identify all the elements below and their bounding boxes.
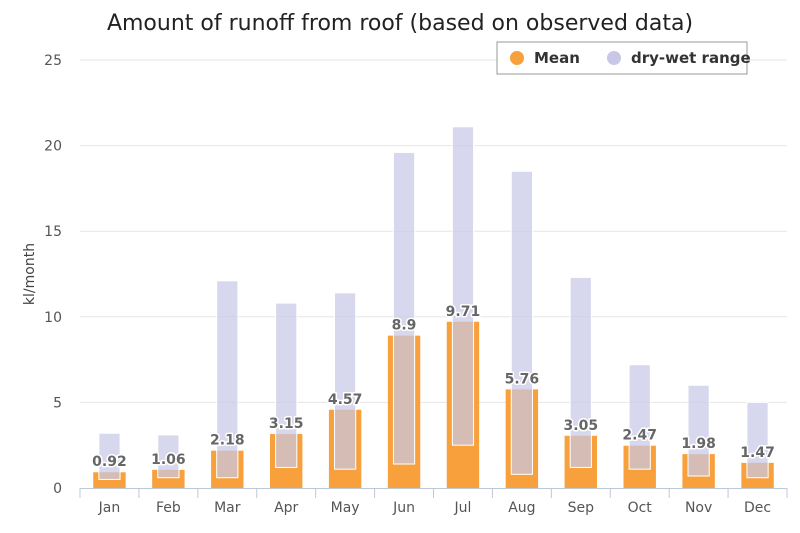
legend-mean-label[interactable]: Mean [534, 49, 580, 67]
mean-bars [93, 321, 774, 488]
range-bar-aug[interactable] [510, 170, 533, 475]
data-label-feb: 1.06 [151, 452, 186, 468]
x-axis: Jan Feb Mar Apr May Jun Jul Aug Sep Oct Nov Dec [79, 488, 788, 516]
y-tick-label: 5 [53, 395, 62, 411]
data-label-dec: 1.47 [740, 445, 775, 461]
data-labels: 0.92 1.06 2.18 3.15 4.57 8.9 9.71 5.76 3.05 2.47 1… [91, 302, 777, 471]
x-tick-label-nov: Nov [685, 500, 712, 516]
data-label-may: 4.57 [328, 392, 363, 408]
data-label-jun: 8.9 [392, 318, 417, 334]
range-bar-apr[interactable] [275, 302, 298, 468]
data-label-mar: 2.18 [210, 433, 245, 449]
chart-title: Amount of runoff from roof (based on obs… [107, 11, 693, 36]
x-tick-label-sep: Sep [568, 500, 595, 516]
y-axis-ticks: 0 5 10 15 20 25 [44, 53, 62, 497]
range-bars [98, 126, 769, 480]
x-tick-label-dec: Dec [744, 500, 771, 516]
legend-range-label[interactable]: dry-wet range [631, 49, 751, 67]
range-bar-sep[interactable] [569, 276, 592, 468]
data-label-sep: 3.05 [564, 418, 599, 434]
range-bar-jun[interactable] [392, 151, 416, 465]
y-axis-label: kl/month [22, 243, 38, 305]
y-tick-label: 10 [44, 310, 62, 326]
data-label-aug: 5.76 [505, 371, 540, 387]
x-tick-label-may: May [331, 500, 360, 516]
x-tick-label-mar: Mar [214, 500, 241, 516]
range-bar-feb[interactable] [157, 434, 180, 479]
y-tick-label: 0 [53, 481, 62, 497]
range-bar-jul[interactable] [451, 126, 475, 446]
data-label-oct: 2.47 [622, 428, 657, 444]
x-tick-label-jun: Jun [392, 500, 415, 516]
legend-mean-swatch [510, 51, 524, 65]
x-tick-label-oct: Oct [628, 500, 653, 516]
y-tick-label: 25 [44, 53, 62, 69]
x-tick-label-jan: Jan [98, 500, 121, 516]
y-tick-label: 15 [44, 224, 62, 240]
range-bar-may[interactable] [334, 292, 357, 470]
x-tick-label-feb: Feb [156, 500, 181, 516]
grid [80, 59, 787, 403]
legend-box [496, 41, 748, 75]
range-bar-oct[interactable] [628, 364, 651, 470]
data-label-jan: 0.92 [92, 454, 127, 470]
range-bar-jan[interactable] [98, 432, 121, 480]
x-tick-label-jul: Jul [454, 500, 472, 516]
data-label-jul: 9.71 [446, 304, 481, 320]
data-label-apr: 3.15 [269, 416, 304, 432]
range-bar-dec[interactable] [746, 401, 769, 479]
y-tick-label: 20 [44, 139, 62, 155]
data-label-nov: 1.98 [681, 436, 716, 452]
legend[interactable]: Mean dry-wet range [496, 41, 751, 75]
range-bar-nov[interactable] [687, 384, 710, 477]
x-tick-label-apr: Apr [274, 500, 298, 516]
range-bar-mar[interactable] [216, 280, 239, 479]
legend-range-swatch [607, 51, 621, 65]
x-tick-label-aug: Aug [508, 500, 535, 516]
